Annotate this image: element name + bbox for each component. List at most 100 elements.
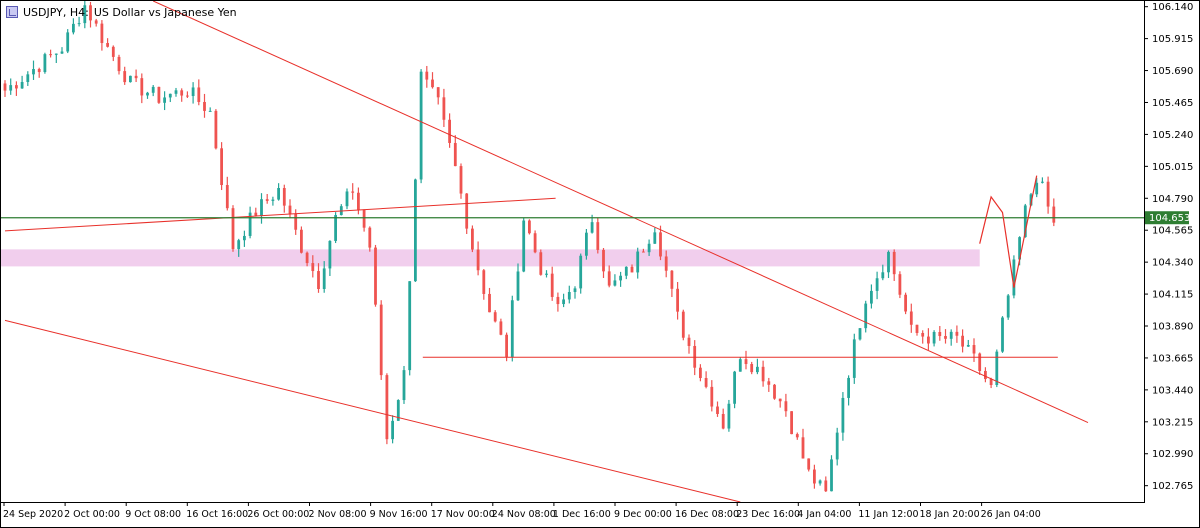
- candle: [129, 75, 132, 83]
- x-tick-label: 4 Jan 04:00: [797, 509, 851, 520]
- candle-body: [300, 229, 303, 253]
- candle-body: [516, 271, 520, 301]
- candle: [3, 80, 7, 97]
- candle: [710, 380, 714, 412]
- candle-body: [767, 381, 771, 385]
- candle-body: [436, 87, 440, 98]
- candle-body: [750, 364, 754, 373]
- candle: [151, 85, 155, 97]
- candle-body: [659, 232, 662, 257]
- candle-body: [476, 249, 480, 271]
- candle: [932, 330, 936, 347]
- candle-body: [94, 20, 98, 24]
- candle: [585, 229, 588, 260]
- candle-body: [624, 266, 628, 276]
- candle-body: [841, 397, 845, 433]
- candle-body: [898, 274, 902, 295]
- candle-body: [852, 339, 856, 378]
- candle-body: [1012, 259, 1016, 296]
- candle-body: [357, 192, 360, 210]
- candle-body: [818, 480, 822, 484]
- candle: [704, 371, 708, 389]
- current-price-label: 104.653: [1149, 213, 1190, 224]
- candle: [100, 20, 104, 51]
- trendline: [4, 197, 556, 232]
- candle: [767, 377, 771, 392]
- candle: [744, 350, 748, 370]
- candle-body: [442, 97, 446, 120]
- candle: [83, 1, 87, 29]
- candle: [174, 87, 178, 97]
- candle-body: [482, 270, 486, 294]
- candle: [887, 250, 890, 279]
- candle: [533, 230, 537, 254]
- candle-body: [562, 299, 565, 305]
- candle: [830, 455, 833, 492]
- candle-body: [43, 54, 47, 73]
- candle-body: [505, 334, 508, 357]
- candle: [738, 357, 742, 372]
- candle-body: [892, 251, 896, 275]
- candle-body: [813, 469, 816, 484]
- candle-body: [151, 86, 155, 93]
- candle-body: [385, 375, 389, 440]
- candle-body: [328, 240, 332, 269]
- candle: [921, 330, 925, 344]
- candle: [624, 266, 628, 280]
- candle: [516, 263, 520, 302]
- candle: [191, 82, 195, 104]
- candle-body: [676, 288, 679, 312]
- candle-body: [989, 379, 993, 386]
- candle-body: [260, 199, 263, 216]
- projection-path: [979, 175, 1038, 288]
- x-tick-label: 2 Oct 00:00: [64, 509, 120, 520]
- candle: [875, 271, 879, 300]
- y-tick-label: 103.665: [1152, 353, 1193, 364]
- candle: [89, 1, 92, 28]
- chart-window-icon[interactable]: [6, 6, 18, 18]
- candle: [305, 251, 309, 267]
- candle: [773, 383, 776, 400]
- candle-body: [681, 311, 685, 338]
- candle: [317, 263, 320, 293]
- candle-body: [921, 332, 925, 337]
- candle-body: [186, 95, 189, 97]
- candle-body: [488, 293, 491, 313]
- candle-body: [391, 420, 394, 440]
- candle-body: [351, 191, 355, 193]
- candle: [260, 193, 263, 224]
- candle-body: [414, 179, 417, 282]
- candle-body: [208, 110, 212, 112]
- candle: [43, 52, 47, 74]
- candle-body: [345, 191, 349, 207]
- x-tick-label: 16 Dec 08:00: [675, 509, 739, 520]
- candle-body: [915, 324, 919, 333]
- y-tick-label: 105.465: [1152, 98, 1193, 109]
- candle: [186, 91, 189, 98]
- candle: [254, 207, 258, 217]
- candle: [385, 373, 389, 445]
- candle: [1006, 294, 1010, 320]
- x-tick-label: 16 Oct 16:00: [186, 509, 248, 520]
- candle-body: [157, 86, 161, 103]
- candle: [499, 318, 503, 336]
- candle: [647, 239, 651, 256]
- candle-body: [539, 252, 543, 275]
- candle-body: [9, 85, 13, 91]
- candle-body: [738, 359, 742, 372]
- candle-body: [129, 75, 132, 83]
- candle: [488, 287, 491, 313]
- candle-body: [756, 366, 759, 373]
- candle: [619, 271, 622, 287]
- candle: [870, 284, 873, 309]
- trendline: [4, 319, 741, 502]
- candle-body: [180, 90, 184, 96]
- x-tick-label: 9 Oct 08:00: [125, 509, 181, 520]
- candle: [402, 365, 406, 404]
- candle: [54, 53, 58, 63]
- candle-body: [790, 411, 793, 435]
- x-tick-label: 9 Nov 16:00: [370, 509, 428, 520]
- candle-body: [20, 82, 24, 89]
- candle: [214, 109, 218, 150]
